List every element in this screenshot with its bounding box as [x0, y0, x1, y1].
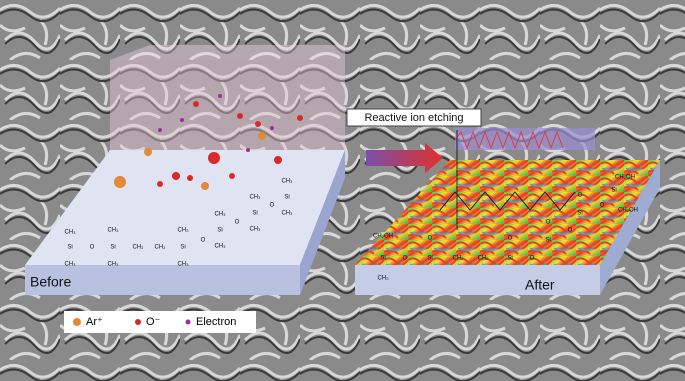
atom-label: O	[578, 193, 583, 199]
atom-label: O	[403, 256, 408, 262]
plasma-box	[110, 60, 345, 150]
particle	[201, 182, 209, 190]
before-label: Before	[30, 274, 71, 290]
plasma-box-top	[110, 45, 345, 60]
particle	[270, 126, 274, 130]
particle	[193, 101, 199, 107]
particle	[297, 115, 303, 121]
particle	[180, 118, 184, 122]
legend-swatch	[186, 320, 191, 325]
atom-label: Si	[67, 245, 72, 251]
particle	[258, 132, 266, 140]
atom-label: CH₃	[377, 276, 389, 282]
particle	[114, 176, 126, 188]
atom-label: O	[568, 228, 573, 234]
atom-label: CH₃	[214, 244, 226, 250]
atom-label: CH₃	[64, 230, 76, 236]
atom-label: CH₃	[107, 262, 119, 268]
atom-label: Si	[252, 211, 257, 217]
atom-label: CH₂OH	[618, 208, 638, 214]
atom-label: O	[508, 236, 513, 242]
atom-label: Si	[611, 188, 616, 194]
atom-label: CH₂	[453, 256, 465, 262]
atom-label: CH₂	[133, 245, 145, 251]
atom-label: CH₃	[107, 228, 119, 234]
particle	[157, 181, 163, 187]
particle	[255, 121, 261, 127]
legend-text: Ar⁺	[86, 316, 103, 328]
atom-label: O	[90, 245, 95, 251]
atom-label: O	[600, 203, 605, 209]
legend-text: O⁻	[146, 316, 161, 328]
atom-label: CH₂OH	[615, 175, 635, 181]
atom-label: Si	[284, 195, 289, 201]
legend-swatch	[135, 319, 141, 325]
atom-label: CH₃	[281, 179, 293, 185]
atom-label: O	[270, 203, 275, 209]
atom-label: Si	[380, 256, 385, 262]
atom-label: CH₃	[177, 228, 189, 234]
legend-swatch	[73, 318, 81, 326]
atom-label: Si	[577, 211, 582, 217]
atom-label: O	[428, 236, 433, 242]
atom-label: Si	[545, 238, 550, 244]
slab-front	[355, 265, 600, 295]
atom-label: CH₃	[249, 227, 261, 233]
atom-label: CH₃	[64, 262, 76, 268]
particle	[218, 94, 222, 98]
particle	[144, 148, 152, 156]
atom-label: Si	[507, 256, 512, 262]
atom-label: Si	[427, 256, 432, 262]
atom-label: Si	[110, 245, 115, 251]
particle	[237, 113, 243, 119]
atom-label: O	[546, 220, 551, 226]
atom-label: CH₃	[249, 195, 261, 201]
after-label: After	[525, 277, 555, 293]
particle	[274, 156, 282, 164]
particle	[187, 175, 193, 181]
atom-label: Si	[217, 228, 222, 234]
particle	[229, 173, 235, 179]
atom-label: O	[530, 256, 535, 262]
figure: Reactive ion etching Before After Ar⁺ O⁻…	[0, 0, 685, 381]
particle	[208, 152, 220, 164]
atom-label: CH₃	[177, 262, 189, 268]
atom-label: O	[235, 220, 240, 226]
atom-label: CH₂	[478, 256, 490, 262]
atom-label: O	[201, 238, 206, 244]
atom-label: CH₃	[214, 212, 226, 218]
particle	[246, 148, 250, 152]
atom-label: CH₂OH	[373, 234, 393, 240]
atom-label: CH₂	[155, 245, 167, 251]
particle	[158, 128, 162, 132]
atom-label: CH₃	[281, 211, 293, 217]
atom-label: Si	[180, 245, 185, 251]
legend-text: Electron	[196, 316, 236, 328]
process-label: Reactive ion etching	[364, 112, 463, 124]
particle	[172, 172, 180, 180]
